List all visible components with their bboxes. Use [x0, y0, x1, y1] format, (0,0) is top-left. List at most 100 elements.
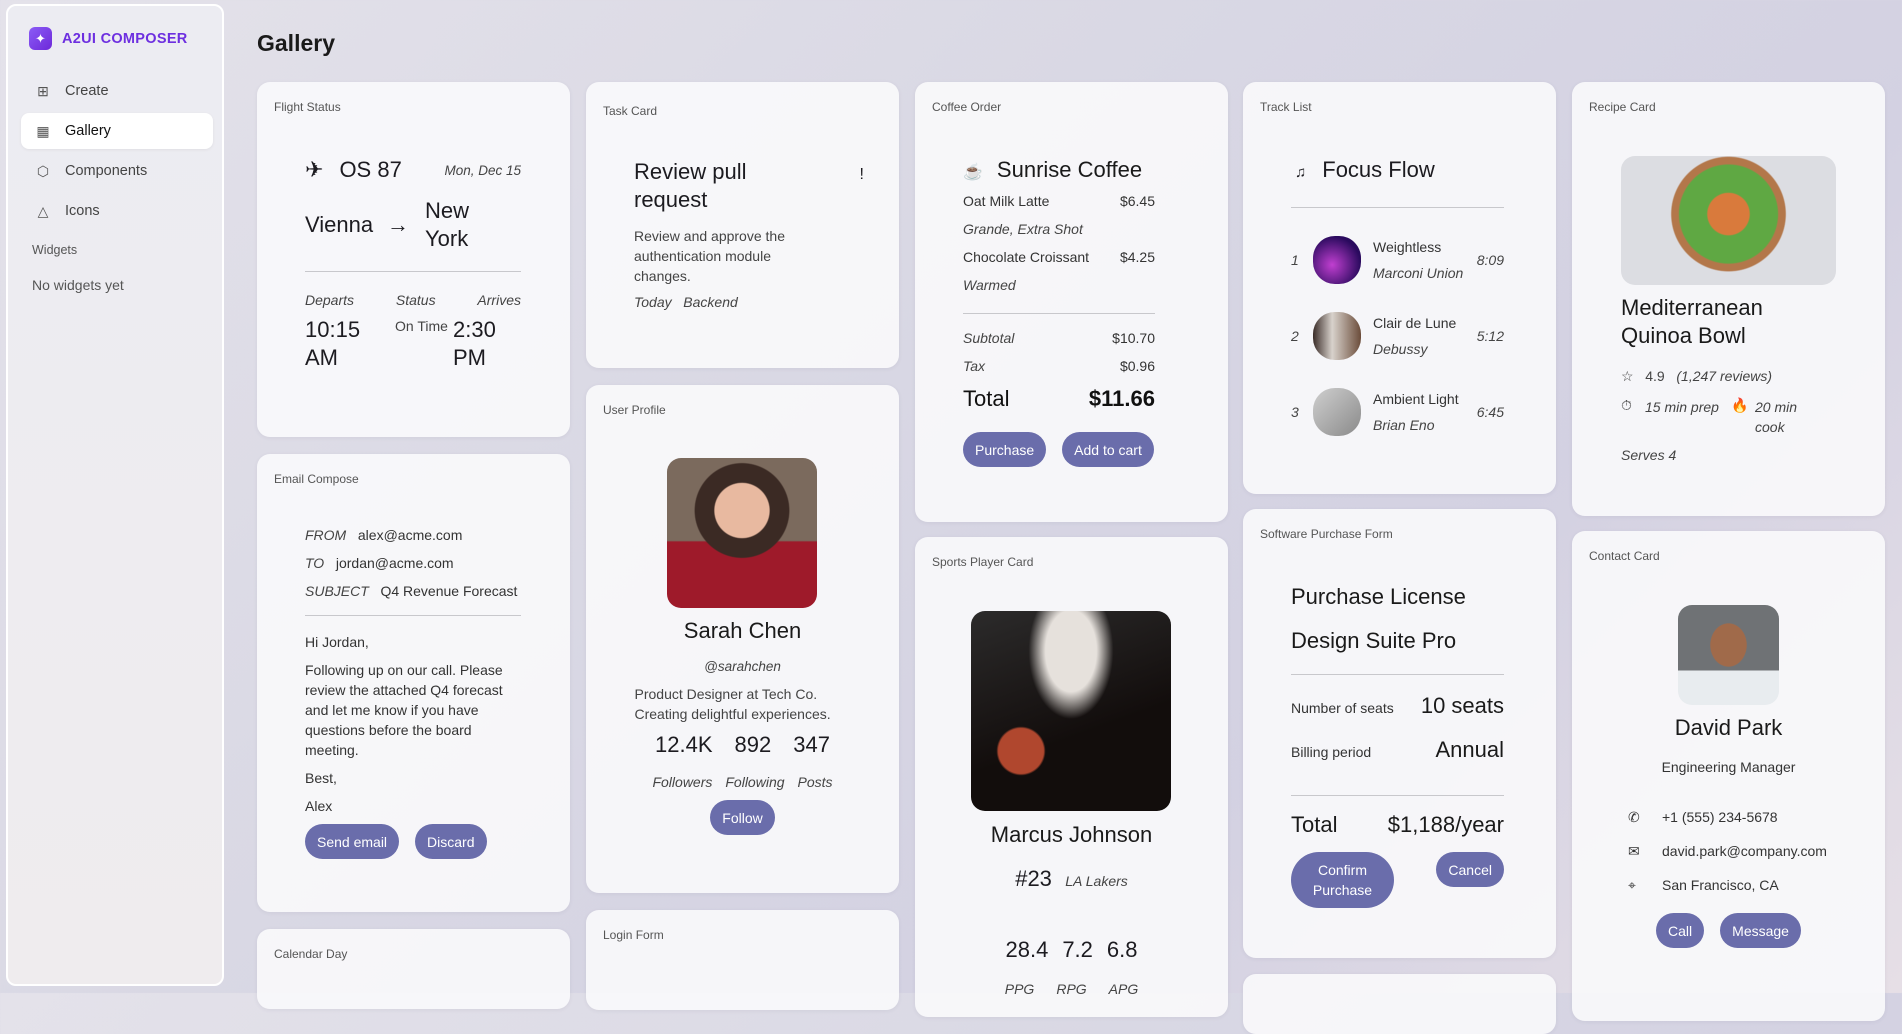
nav-label: Create	[65, 83, 109, 99]
recipe-title: Mediterranean Quinoa Bowl	[1621, 295, 1763, 348]
purchase-button[interactable]: Purchase	[963, 432, 1047, 467]
brand[interactable]: ✦ A2UI COMPOSER	[29, 27, 188, 50]
card-label: Sports Player Card	[932, 555, 1034, 569]
call-button[interactable]: Call	[1656, 913, 1705, 948]
contact-name: David Park	[1674, 715, 1783, 740]
item-name: Oat Milk Latte	[963, 193, 1050, 209]
servings: Serves 4	[1621, 447, 1677, 463]
shop-name: Sunrise Coffee	[996, 157, 1143, 182]
card-label: Contact Card	[1589, 549, 1660, 563]
departure-time: 10:15 AM	[305, 317, 361, 370]
sidebar-item-create[interactable]: ⊞ Create	[21, 73, 213, 109]
item-price: $4.25	[1119, 249, 1155, 265]
posts-count: 347	[793, 732, 830, 757]
to-label: TO	[305, 555, 325, 571]
task-title: Review pull request	[634, 159, 747, 212]
billing-label: Billing period	[1291, 744, 1372, 760]
track-artist: Marconi Union	[1373, 265, 1464, 281]
followers-count: 12.4K	[655, 732, 713, 757]
rpg-value: 7.2	[1062, 937, 1093, 962]
track-number: 3	[1291, 404, 1299, 420]
form-title: Purchase License	[1291, 584, 1466, 609]
total-label: Total	[963, 386, 1010, 411]
player-number: #23	[1015, 866, 1052, 891]
from-field[interactable]: alex@acme.com	[357, 527, 463, 543]
billing-value[interactable]: Annual	[1435, 737, 1504, 762]
subject-label: SUBJECT	[305, 583, 369, 599]
cube-icon: ⬡	[36, 162, 50, 179]
posts-label: Posts	[797, 774, 833, 790]
track-duration: 6:45	[1476, 404, 1504, 420]
location-pin-icon: ⌖	[1628, 877, 1636, 893]
track-title: Clair de Lune	[1373, 315, 1457, 331]
review-count: (1,247 reviews)	[1676, 368, 1773, 384]
followers-label: Followers	[652, 774, 713, 790]
calendar-day-card: Calendar Day	[257, 929, 570, 1009]
from-label: FROM	[305, 527, 347, 543]
user-profile-card: User Profile Sarah Chen @sarahchen Produ…	[586, 385, 899, 893]
flight-number-row: ✈ OS 87	[305, 157, 402, 183]
widgets-empty: No widgets yet	[32, 277, 124, 293]
track-row[interactable]: 3 Ambient Light Brian Eno 6:45	[1291, 374, 1504, 450]
card-label: Track List	[1260, 100, 1312, 114]
priority-icon: !	[859, 166, 864, 183]
coffee-cup-icon: ☕	[963, 164, 983, 181]
sparkle-logo-icon: ✦	[29, 27, 52, 50]
flight-date: Mon, Dec 15	[444, 162, 521, 178]
flight-number: OS 87	[339, 157, 402, 182]
playlist-title: Focus Flow	[1322, 157, 1435, 182]
status-label: Status	[395, 292, 436, 308]
sidebar-item-components[interactable]: ⬡ Components	[21, 153, 213, 189]
profile-name: Sarah Chen	[683, 618, 802, 643]
task-due: Today	[634, 294, 672, 310]
contact-location: San Francisco, CA	[1662, 877, 1779, 893]
star-icon: ☆	[1621, 368, 1634, 384]
discard-button[interactable]: Discard	[415, 824, 487, 859]
flight-status-card: Flight Status ✈ OS 87 Mon, Dec 15 Vienna …	[257, 82, 570, 437]
card-label: Email Compose	[274, 472, 359, 486]
nav-label: Gallery	[65, 123, 111, 139]
next-card	[1243, 974, 1556, 1034]
confirm-purchase-button[interactable]: Confirm Purchase	[1291, 852, 1394, 908]
tax-label: Tax	[963, 358, 986, 374]
recipe-card: Recipe Card Mediterranean Quinoa Bowl ☆ …	[1572, 82, 1885, 516]
card-label: Task Card	[603, 104, 658, 118]
track-artwork	[1313, 388, 1361, 436]
track-row[interactable]: 1 Weightless Marconi Union 8:09	[1291, 222, 1504, 298]
contact-phone[interactable]: +1 (555) 234-5678	[1662, 809, 1778, 825]
software-purchase-card: Software Purchase Form Purchase License …	[1243, 509, 1556, 958]
following-count: 892	[734, 732, 772, 757]
to-field[interactable]: jordan@acme.com	[335, 555, 454, 571]
widgets-heading: Widgets	[32, 243, 78, 257]
sidebar-item-gallery[interactable]: ▦ Gallery	[21, 113, 213, 149]
track-artwork	[1313, 236, 1361, 284]
subtotal-label: Subtotal	[963, 330, 1015, 346]
message-button[interactable]: Message	[1720, 913, 1801, 948]
sidebar-item-icons[interactable]: △ Icons	[21, 193, 213, 229]
email-greeting: Hi Jordan,	[305, 634, 369, 650]
app-name: A2UI COMPOSER	[62, 30, 188, 47]
contact-email[interactable]: david.park@company.com	[1662, 843, 1827, 859]
add-to-cart-button[interactable]: Add to cart	[1062, 432, 1154, 467]
prep-time: 15 min prep	[1645, 399, 1719, 415]
email-compose-card: Email Compose FROM alex@acme.com TO jord…	[257, 454, 570, 912]
player-team: LA Lakers	[1065, 873, 1128, 889]
playlist-icon: ♫	[1295, 164, 1307, 181]
seats-label: Number of seats	[1291, 700, 1394, 716]
track-list-card: Track List ♫ Focus Flow 1 Weightless Marco…	[1243, 82, 1556, 494]
cancel-button[interactable]: Cancel	[1436, 852, 1504, 887]
seats-value[interactable]: 10 seats	[1420, 693, 1504, 718]
email-body[interactable]: Following up on our call. Please review …	[305, 662, 503, 758]
task-description: Review and approve the authentication mo…	[634, 228, 785, 284]
player-name: Marcus Johnson	[990, 822, 1153, 847]
task-tag: Backend	[683, 294, 738, 310]
send-email-button[interactable]: Send email	[305, 824, 400, 859]
arrival-time: 2:30 PM	[453, 317, 496, 370]
track-duration: 5:12	[1476, 328, 1504, 344]
card-label: Recipe Card	[1589, 100, 1656, 114]
track-row[interactable]: 2 Clair de Lune Debussy 5:12	[1291, 298, 1504, 374]
page-title: Gallery	[257, 30, 335, 56]
follow-button[interactable]: Follow	[710, 800, 775, 835]
track-artist: Debussy	[1373, 341, 1428, 357]
subject-field[interactable]: Q4 Revenue Forecast	[380, 583, 518, 599]
